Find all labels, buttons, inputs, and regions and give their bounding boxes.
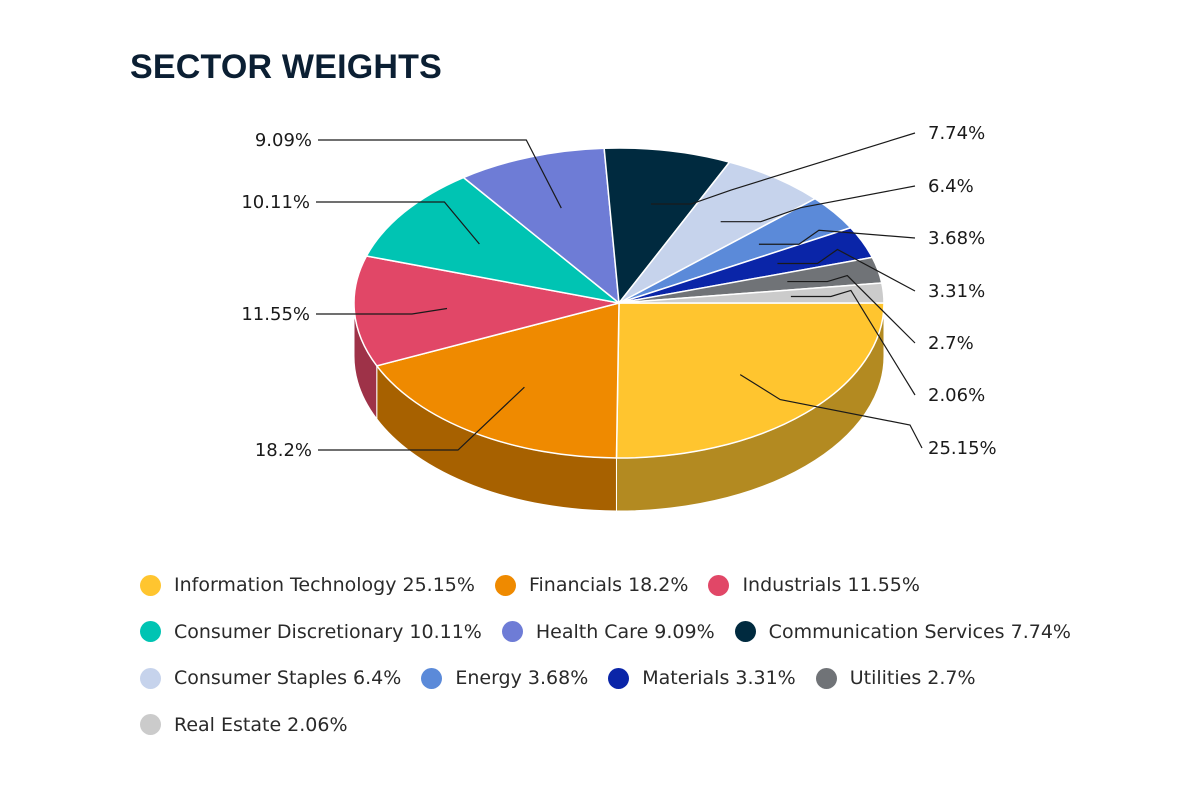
leader-line-0 bbox=[739, 374, 923, 449]
legend-label: Utilities 2.7% bbox=[849, 667, 976, 690]
legend-row: Real Estate 2.06% bbox=[140, 702, 1140, 749]
data-label-10: 2.06% bbox=[928, 385, 985, 406]
legend-row: Consumer Discretionary 10.11% Health Care… bbox=[140, 609, 1140, 656]
legend-label: Communication Services 7.74% bbox=[768, 620, 1071, 643]
legend-label: Real Estate 2.06% bbox=[174, 713, 348, 736]
pie-slice-5[interactable] bbox=[603, 147, 731, 304]
leader-line-10 bbox=[790, 289, 916, 396]
legend-label: Consumer Discretionary 10.11% bbox=[174, 620, 482, 643]
legend-marker-icon bbox=[734, 621, 756, 643]
data-label-2: 11.55% bbox=[241, 304, 310, 325]
legend-label: Health Care 9.09% bbox=[535, 620, 715, 643]
pie-slice-4[interactable] bbox=[462, 147, 620, 304]
data-label-9: 2.7% bbox=[928, 333, 974, 354]
data-label-6: 6.4% bbox=[928, 176, 974, 197]
leader-line-1 bbox=[318, 386, 525, 451]
legend-label: Industrials 11.55% bbox=[742, 574, 920, 597]
pie-chart: 25.15% 18.2% 11.55% 10.11% 9.09% 7.74% 6.4% 3.6… bbox=[241, 123, 997, 512]
leader-line-8 bbox=[777, 248, 916, 292]
legend-label: Consumer Staples 6.4% bbox=[174, 667, 402, 690]
data-label-7: 3.68% bbox=[928, 228, 985, 249]
legend-item[interactable]: Materials 3.31% bbox=[608, 667, 796, 690]
legend-marker-icon bbox=[708, 574, 730, 596]
legend-item[interactable]: Communication Services 7.74% bbox=[734, 620, 1071, 643]
legend-item[interactable]: Real Estate 2.06% bbox=[140, 714, 348, 736]
legend-marker-icon bbox=[140, 714, 161, 736]
legend-marker-icon bbox=[608, 667, 630, 689]
leader-line-5 bbox=[651, 132, 916, 205]
leader-line-7 bbox=[758, 229, 916, 245]
pie-labels: 25.15% 18.2% 11.55% 10.11% 9.09% 7.74% 6.4% 3.6… bbox=[241, 123, 996, 461]
legend-item[interactable]: Industrials 11.55% bbox=[708, 574, 920, 596]
legend-marker-icon bbox=[494, 574, 516, 596]
legend-row: Information Technology 25.15% Financials … bbox=[140, 562, 1140, 609]
data-label-5: 7.74% bbox=[928, 123, 985, 144]
data-label-8: 3.31% bbox=[928, 281, 985, 302]
legend-item[interactable]: Utilities 2.7% bbox=[815, 667, 976, 690]
leader-line-9 bbox=[787, 274, 916, 344]
legend-label: Energy 3.68% bbox=[455, 667, 589, 690]
legend-item[interactable]: Health Care 9.09% bbox=[501, 620, 715, 643]
data-label-0: 25.15% bbox=[928, 438, 997, 459]
legend-item[interactable]: Consumer Discretionary 10.11% bbox=[140, 621, 482, 643]
pie-tops bbox=[353, 147, 885, 459]
legend-item[interactable]: Consumer Staples 6.4% bbox=[140, 667, 401, 689]
legend-item[interactable]: Information Technology 25.15% bbox=[140, 574, 475, 596]
legend-item[interactable]: Energy 3.68% bbox=[421, 667, 588, 689]
pie-leaders bbox=[316, 132, 923, 451]
pie-slice-3[interactable] bbox=[365, 176, 620, 304]
pie-slice-10[interactable] bbox=[618, 282, 885, 304]
legend-marker-icon bbox=[501, 621, 523, 643]
leader-line-3 bbox=[316, 201, 480, 245]
legend-marker-icon bbox=[140, 621, 161, 643]
data-label-1: 18.2% bbox=[255, 440, 312, 461]
data-label-3: 10.11% bbox=[241, 192, 310, 213]
legend-marker-icon bbox=[815, 667, 837, 689]
legend-marker-icon bbox=[140, 667, 161, 689]
legend-marker-icon bbox=[421, 667, 443, 689]
legend-marker-icon bbox=[140, 574, 161, 596]
leader-line-6 bbox=[720, 185, 916, 223]
chart-title: SECTOR WEIGHTS bbox=[130, 48, 442, 86]
legend-item[interactable]: Financials 18.2% bbox=[494, 574, 689, 597]
legend-label: Information Technology 25.15% bbox=[174, 574, 475, 597]
legend-label: Materials 3.31% bbox=[642, 667, 796, 690]
leader-line-2 bbox=[316, 307, 448, 315]
pie-slice-2[interactable] bbox=[353, 255, 620, 367]
legend: Information Technology 25.15% Financials … bbox=[140, 562, 1140, 748]
legend-row: Consumer Staples 6.4% Energy 3.68% Materia… bbox=[140, 655, 1140, 702]
pie-slice-1[interactable] bbox=[376, 302, 620, 459]
leader-line-4 bbox=[318, 139, 562, 209]
legend-label: Financials 18.2% bbox=[528, 574, 689, 597]
data-label-4: 9.09% bbox=[255, 130, 312, 151]
